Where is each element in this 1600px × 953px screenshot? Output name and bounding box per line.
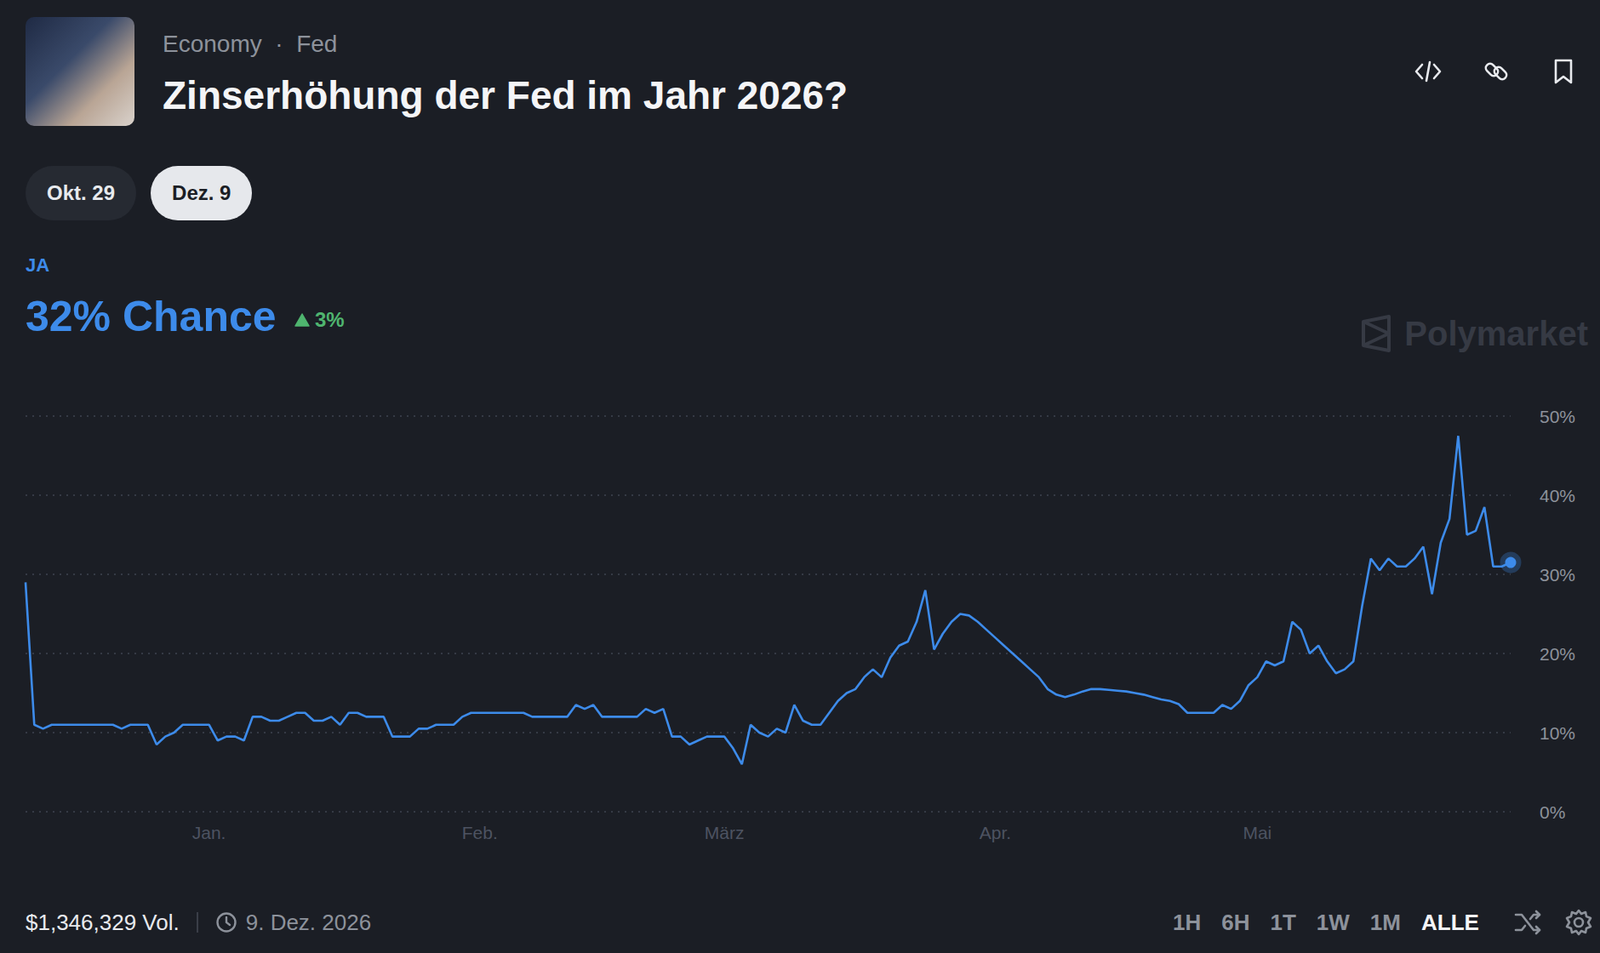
svg-text:Apr.: Apr. bbox=[979, 822, 1012, 843]
html-text:Polymarket: Polymarket bbox=[1404, 314, 1589, 353]
html-text:Zinserhöhung der Fed im Jahr 2: Zinserhöhung der Fed im Jahr 2026? bbox=[162, 73, 848, 118]
html-text:32% Chance: 32% Chance bbox=[25, 292, 277, 341]
html-text:Dez. 9: Dez. 9 bbox=[171, 181, 231, 205]
svg-text:Jan.: Jan. bbox=[192, 822, 227, 843]
html-text:Economy · Fed: Economy · Fed bbox=[162, 30, 338, 58]
svg-text:10%: 10% bbox=[1539, 723, 1576, 743]
html-text:1H: 1H bbox=[1172, 909, 1202, 936]
html-text:1W: 1W bbox=[1316, 909, 1350, 936]
html-text:9. Dez. 2026: 9. Dez. 2026 bbox=[245, 909, 372, 936]
svg-text:30%: 30% bbox=[1539, 565, 1576, 585]
html-text:6H: 6H bbox=[1221, 909, 1250, 936]
svg-text:Mai: Mai bbox=[1242, 822, 1272, 843]
html-text:3%: 3% bbox=[314, 308, 345, 332]
html-text:1T: 1T bbox=[1270, 909, 1296, 936]
html-text:Okt. 29: Okt. 29 bbox=[46, 181, 115, 205]
html-text:JA: JA bbox=[25, 254, 50, 276]
svg-text:Feb.: Feb. bbox=[462, 822, 498, 843]
svg-text:50%: 50% bbox=[1539, 406, 1576, 427]
html-text:$1,346,329 Vol.: $1,346,329 Vol. bbox=[25, 909, 180, 936]
html-text:1M: 1M bbox=[1370, 909, 1401, 936]
svg-text:März: März bbox=[704, 822, 745, 843]
svg-text:20%: 20% bbox=[1539, 644, 1576, 664]
svg-text:0%: 0% bbox=[1539, 802, 1566, 823]
svg-text:40%: 40% bbox=[1539, 485, 1576, 506]
html-text:ALLE: ALLE bbox=[1421, 909, 1480, 936]
